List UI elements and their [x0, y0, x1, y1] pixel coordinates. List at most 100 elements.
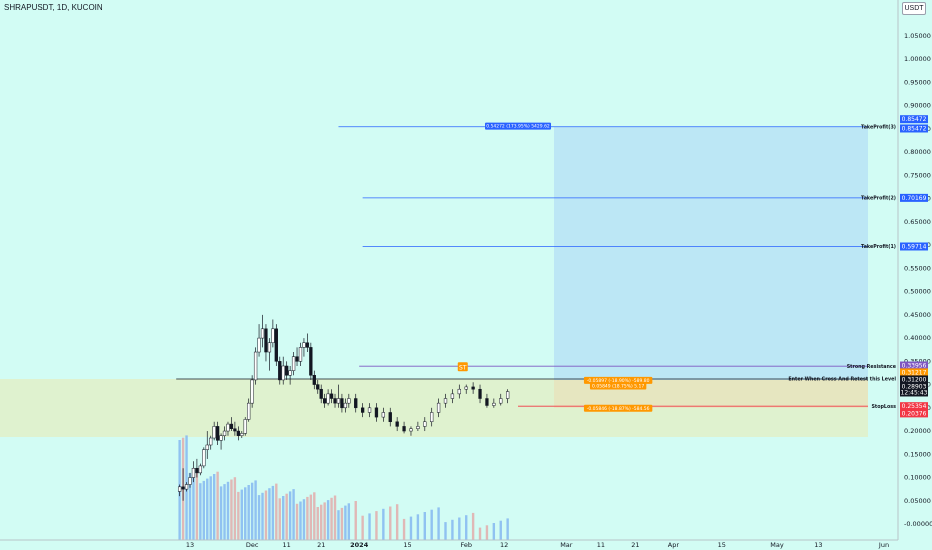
price-tag-label: 12:45:43 [901, 389, 928, 396]
volume-bar [354, 501, 357, 540]
volume-bar [250, 482, 254, 540]
volume-bar [254, 480, 257, 540]
price-tag-label: 0.85472 [902, 116, 927, 123]
volume-bar [485, 525, 489, 540]
candle-body [240, 433, 244, 436]
price-tag [900, 368, 928, 377]
y-tick-label: 0.75000 [904, 171, 931, 179]
candle-body [506, 391, 510, 399]
candle-body [340, 398, 344, 409]
level-label: TakeProfit(2) [861, 195, 896, 201]
volume-bar [430, 509, 433, 540]
price-tag [900, 402, 928, 411]
volume-bar [333, 495, 337, 540]
level-label: TakeProfit(3) [861, 124, 896, 130]
y-tick-label: 0.55000 [904, 264, 931, 272]
candle-body [333, 398, 337, 404]
candle-body [298, 347, 303, 362]
volume-bar [195, 468, 199, 540]
position-box-label: -0.05846 (-18.87%) -584.56 [587, 406, 650, 412]
price-tag-label: 0.28903 [902, 383, 927, 390]
x-tick-label: Feb [460, 541, 472, 549]
level-label: StopLoss [871, 404, 896, 410]
level-label: Strong Resistance [847, 364, 897, 370]
candle-body [499, 398, 503, 404]
volume-bar [216, 471, 219, 540]
volume-bar [268, 488, 271, 540]
level-lines: TakeProfit(3) TakeProfit(2) TakeProfit(1) S… [176, 124, 897, 410]
volume-bar [458, 517, 461, 540]
volume-bar [499, 520, 502, 540]
x-tick-label: 11 [597, 541, 605, 549]
price-tag-label: 0.85472 [902, 125, 927, 132]
candle-body [184, 484, 189, 490]
volume-bar [340, 507, 344, 540]
position-box-label: -0.05897 (-18.90%) -589.80 [587, 378, 650, 384]
y-tick-label: 0.35000 [904, 357, 931, 365]
price-tag-label: 0.59714 [902, 243, 927, 250]
volume-bar [285, 493, 288, 540]
candle-body [181, 486, 185, 490]
volume-bar [361, 515, 364, 540]
price-tag [900, 382, 928, 391]
candle-body [253, 351, 258, 381]
price-tag [900, 115, 928, 124]
candle-body [222, 430, 227, 436]
volume-bar [282, 496, 285, 540]
volume-bar [492, 523, 496, 540]
volume-bar [299, 501, 302, 540]
candle-body [205, 444, 209, 450]
volume-bar [402, 518, 406, 540]
candle-body [209, 437, 213, 446]
volume-bar [292, 489, 295, 540]
volume-bar [423, 512, 426, 540]
volume-bar [326, 500, 330, 540]
marker-label: ST [459, 364, 467, 371]
y-tick-label: 0.45000 [904, 311, 931, 319]
y-tick-label: 0.15000 [904, 450, 931, 458]
volume-bar [382, 508, 385, 540]
volume-bar [264, 490, 268, 540]
volume-bar [416, 514, 420, 540]
candle-body [329, 393, 334, 399]
y-tick-label: 0.05000 [904, 497, 931, 505]
volume-bar [344, 505, 347, 540]
candle-body [430, 412, 434, 423]
volume-bar [247, 485, 250, 540]
candle-body [226, 423, 230, 432]
level-label: Enter When Cross And Retest this Level [788, 377, 896, 383]
candle-body [336, 398, 341, 404]
x-tick-label: May [770, 541, 784, 549]
candle-body [188, 477, 192, 485]
volume-bar [188, 473, 192, 540]
volume-bar [212, 474, 216, 540]
candle-body [233, 428, 237, 432]
candle-body [478, 388, 482, 399]
candle-body [395, 421, 399, 427]
candle-body [388, 412, 392, 423]
y-tick-label: 1.00000 [904, 55, 931, 63]
candle-body [457, 388, 461, 395]
price-tag [900, 409, 928, 418]
volume-bar [389, 506, 392, 540]
y-tick-label: 0.65000 [904, 218, 931, 226]
position-box [583, 404, 653, 412]
candle-body [236, 430, 240, 436]
candle-body [243, 419, 247, 434]
candle-body [260, 328, 265, 339]
x-tick-label: 15 [718, 541, 726, 549]
level-label: TakeProfit(1) [861, 244, 896, 250]
candle-body [195, 467, 199, 474]
position-box [583, 376, 653, 384]
position-box [589, 382, 647, 390]
candle-body [267, 342, 272, 353]
x-tick-label: Mar [560, 541, 573, 549]
candle-body [443, 398, 448, 404]
candle-body [291, 356, 296, 371]
currency-selector[interactable]: USDT [902, 2, 926, 15]
candle-body [229, 423, 234, 429]
candle-body [212, 426, 216, 439]
candle-body [219, 435, 223, 441]
volume-bar [323, 502, 326, 540]
